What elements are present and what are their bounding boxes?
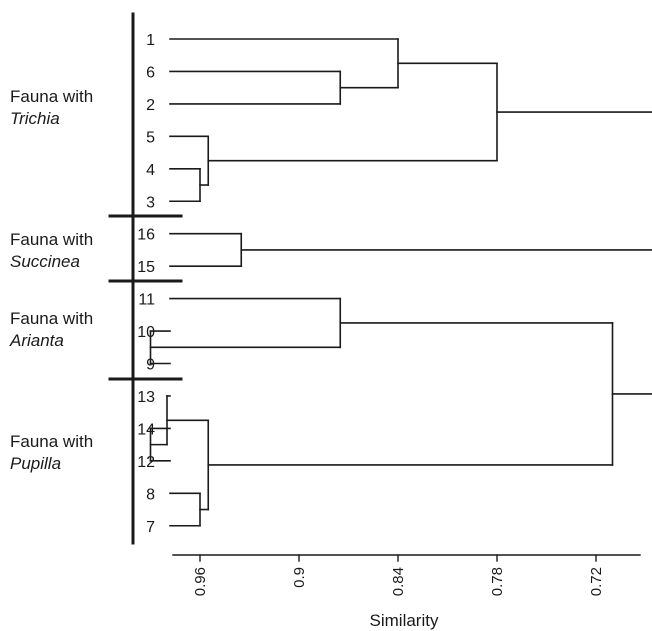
leaf-label: 7 [146,519,155,536]
group-label-genus: Succinea [10,252,80,271]
leaf-label: 13 [137,389,155,406]
x-tick-label: 0.84 [390,567,407,596]
leaf-label: 9 [146,357,155,374]
leaf-label: 1 [146,32,155,49]
x-tick-label: 0.72 [588,567,605,596]
leaf-label: 10 [137,324,155,341]
leaf-label: 12 [137,454,155,471]
group-label-line1: Fauna with [10,432,94,451]
leaf-label: 2 [146,97,155,114]
group-label-line1: Fauna with [10,87,94,106]
x-axis-title: Similarity [370,611,439,630]
group-label-line1: Fauna with [10,309,94,328]
group-label-succinea: Fauna with Succinea [10,229,130,273]
group-label-pupilla: Fauna with Pupilla [10,431,130,475]
x-tick-label: 0.96 [192,567,209,596]
x-tick-label: 0.9 [291,567,308,588]
leaf-label: 14 [137,421,155,438]
group-label-arianta: Fauna with Arianta [10,308,130,352]
group-label-genus: Trichia [10,109,60,128]
leaf-label: 11 [138,292,155,309]
leaf-label: 5 [146,129,155,146]
leaf-label: 4 [146,162,155,179]
group-label-trichia: Fauna with Trichia [10,86,130,130]
group-label-line1: Fauna with [10,230,94,249]
group-label-genus: Pupilla [10,454,62,473]
x-tick-label: 0.78 [489,567,506,596]
leaf-label: 3 [146,194,155,211]
leaf-label: 15 [137,259,155,276]
leaf-label: 16 [137,227,155,244]
group-label-genus: Arianta [10,331,64,350]
leaf-label: 8 [146,486,155,503]
leaf-label: 6 [146,64,155,81]
